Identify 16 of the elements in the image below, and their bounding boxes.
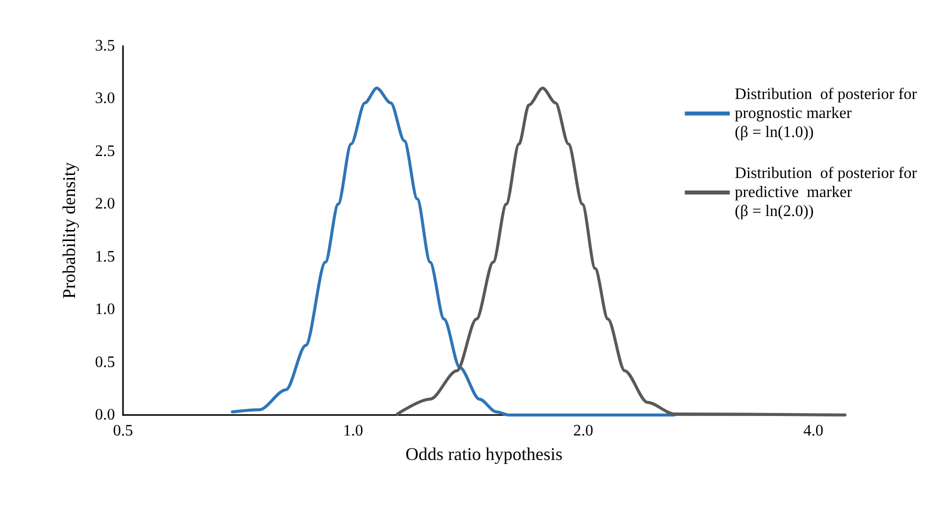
x-tick-label: 1.0	[343, 422, 364, 440]
x-tick-label: 2.0	[573, 422, 594, 440]
y-tick-label: 2.5	[95, 142, 115, 160]
y-tick-label: 0.5	[95, 354, 115, 371]
y-tick-label: 0.0	[95, 406, 115, 424]
y-axis-title: Probability density	[59, 162, 79, 299]
legend-label: Distribution of posterior for predictive marker (β = ln(2.0))	[734, 165, 918, 220]
y-tick-label: 3.5	[95, 38, 115, 54]
legend-label: Distribution of posterior for prognostic marker (β = ln(1.0))	[734, 86, 918, 141]
x-axis-title: Odds ratio hypothesis	[406, 444, 562, 464]
y-tick-label: 1.5	[95, 248, 115, 266]
y-tick-label: 1.0	[95, 301, 115, 318]
x-tick-label: 4.0	[803, 422, 824, 440]
y-tick-label: 3.0	[95, 90, 115, 108]
x-tick-label: 0.5	[113, 422, 133, 440]
y-tick-label: 2.0	[95, 196, 115, 213]
